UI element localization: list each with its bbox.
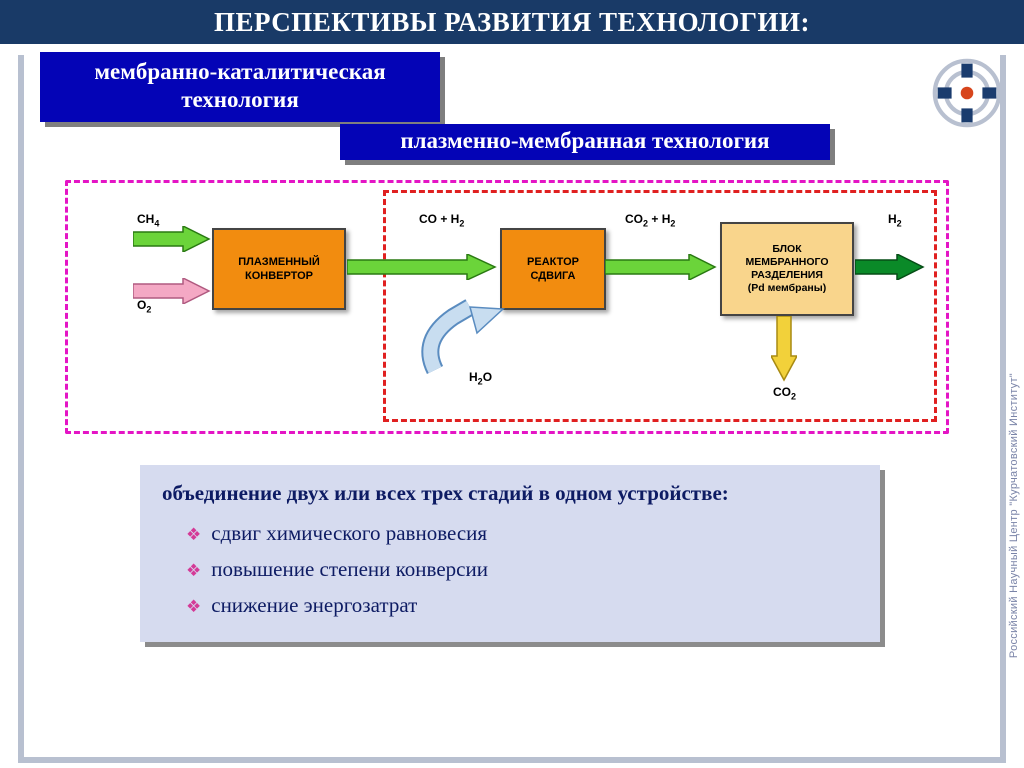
label-co2-out: CO2 bbox=[773, 385, 796, 401]
arrow-co2-down-icon bbox=[771, 316, 797, 382]
diamond-bullet-icon: ❖ bbox=[186, 597, 201, 616]
process-flow-diagram: CH4 O2 CO + H2 H2O CO2 + H2 H2 CO2 ПЛАЗМ… bbox=[65, 180, 945, 430]
diamond-bullet-icon: ❖ bbox=[186, 525, 201, 544]
label-co-h2: CO + H2 bbox=[419, 212, 464, 228]
institute-logo-icon bbox=[932, 58, 1002, 128]
arrow-o2-icon bbox=[133, 278, 211, 304]
diamond-bullet-icon: ❖ bbox=[186, 561, 201, 580]
page-title: ПЕРСПЕКТИВЫ РАЗВИТИЯ ТЕХНОЛОГИИ: bbox=[0, 0, 1024, 44]
frame-bottom bbox=[18, 757, 1006, 763]
benefit-item: ❖сдвиг химического равновесия bbox=[162, 516, 858, 552]
frame-left bbox=[18, 55, 24, 763]
node-plasma-converter: ПЛАЗМЕННЫЙ КОНВЕРТОР bbox=[212, 228, 346, 310]
benefits-heading: объединение двух или всех трех стадий в … bbox=[162, 481, 858, 506]
arrow-h2-out-icon bbox=[855, 254, 925, 280]
label-co2-h2: CO2 + H2 bbox=[625, 212, 675, 228]
footer-org-vertical: Российский Научный Центр "Курчатовский И… bbox=[1008, 373, 1022, 658]
subtitle-membrane-catalytic: мембранно-каталитическая технология bbox=[40, 52, 440, 122]
node-shift-reactor: РЕАКТОР СДВИГА bbox=[500, 228, 606, 310]
benefits-panel: объединение двух или всех трех стадий в … bbox=[140, 465, 880, 642]
node-membrane-separation: БЛОК МЕМБРАННОГО РАЗДЕЛЕНИЯ (Pd мембраны… bbox=[720, 222, 854, 316]
arrow-ch4-icon bbox=[133, 226, 211, 252]
arrow-co-h2-icon bbox=[347, 254, 497, 280]
benefit-item: ❖повышение степени конверсии bbox=[162, 552, 858, 588]
arrow-h2o-icon bbox=[415, 295, 510, 375]
subtitle-plasma-membrane: плазменно-мембранная технология bbox=[340, 124, 830, 160]
frame-right bbox=[1000, 55, 1006, 763]
arrow-co2-h2-icon bbox=[605, 254, 717, 280]
benefit-item: ❖снижение энергозатрат bbox=[162, 588, 858, 624]
label-h2-out: H2 bbox=[888, 212, 902, 228]
